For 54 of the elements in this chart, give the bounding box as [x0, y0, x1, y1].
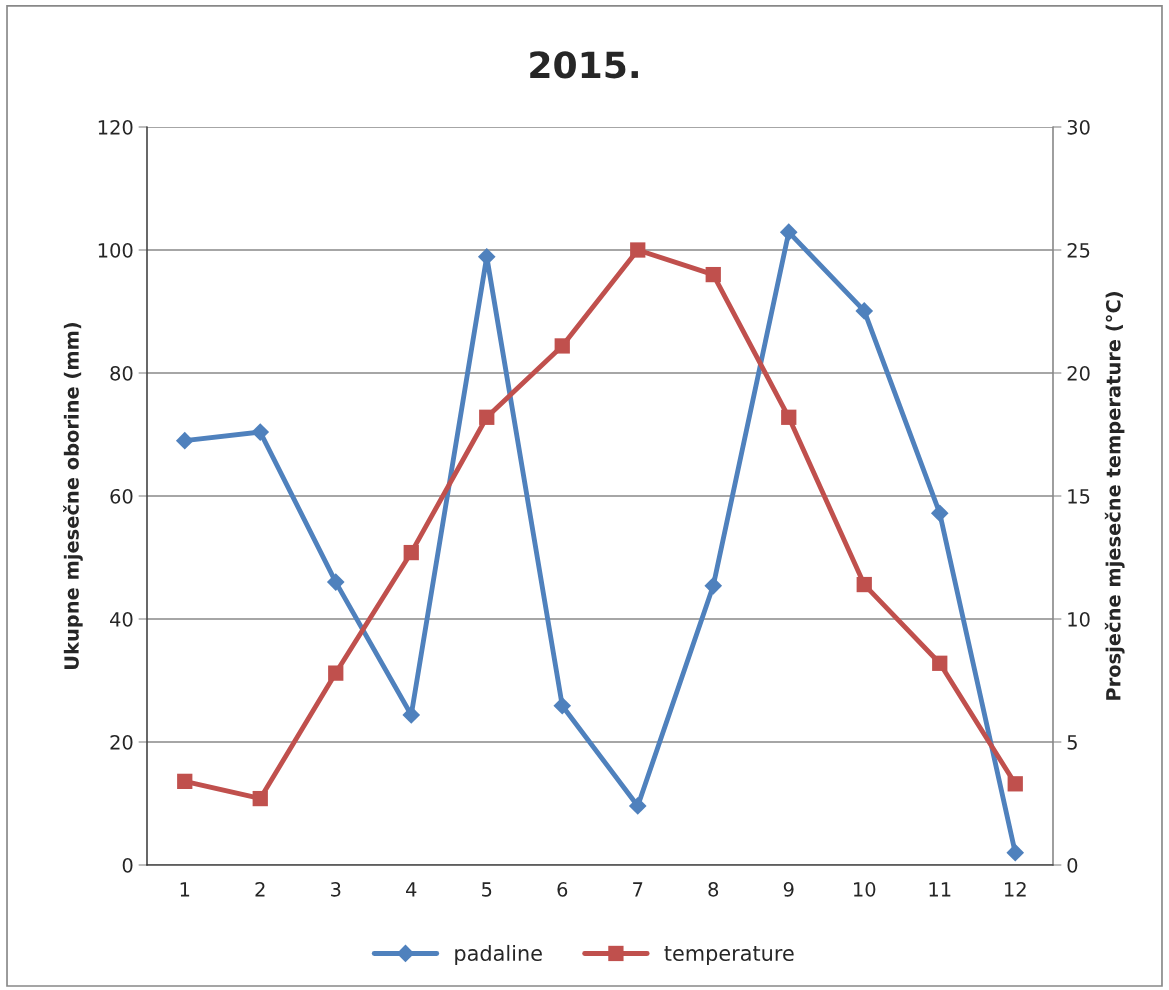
point: [177, 773, 193, 789]
x-tick-label: 1: [180, 882, 190, 897]
x-tick-label: 9: [783, 882, 794, 897]
point: [1007, 776, 1023, 792]
y2-tick-label: 10: [1068, 611, 1090, 627]
point: [628, 797, 647, 815]
point: [930, 504, 949, 523]
y2-tick-label: 20: [1067, 365, 1090, 381]
chart-title: 2015.: [530, 51, 638, 79]
point: [856, 576, 872, 593]
legend-label: padaline: [455, 944, 542, 966]
x-tick-label: 5: [482, 882, 492, 897]
y2-tick-label: 25: [1067, 242, 1090, 258]
point: [1006, 843, 1025, 862]
point: [403, 544, 419, 561]
y-tick-label: 100: [98, 242, 133, 258]
point: [781, 409, 797, 425]
x-tick-label: 2: [255, 882, 265, 897]
point: [855, 302, 874, 320]
point: [704, 576, 723, 595]
point: [328, 665, 344, 681]
y2-tick-label: 30: [1067, 119, 1090, 135]
point: [932, 655, 948, 671]
point: [779, 223, 798, 241]
x-tick-label: 11: [929, 882, 951, 897]
y2-tick-label: 0: [1067, 857, 1078, 873]
point: [705, 266, 721, 283]
x-tick-label: 3: [331, 882, 341, 897]
y-tick-label: 60: [110, 488, 133, 504]
legend-label: temperature: [664, 946, 794, 966]
x-tick-label: 4: [406, 882, 417, 897]
y2-tick-label: 15: [1068, 489, 1090, 504]
point: [554, 338, 570, 354]
point: [252, 790, 268, 807]
x-tick-label: 12: [1005, 882, 1026, 897]
y-axis-title: Ukupne mjesečne oborine (mm): [63, 322, 83, 669]
point: [402, 706, 421, 724]
point: [630, 242, 646, 258]
x-tick-label: 8: [708, 882, 719, 897]
x-tick-label: 6: [557, 882, 568, 897]
point: [479, 409, 495, 425]
point: [553, 696, 572, 715]
point: [326, 573, 345, 591]
y-tick-label: 0: [122, 857, 133, 873]
point: [175, 431, 194, 450]
y-tick-label: 40: [110, 611, 133, 627]
x-tick-label: 10: [854, 882, 876, 897]
point: [251, 423, 270, 441]
y-tick-label: 120: [98, 119, 133, 135]
y-tick-label: 80: [110, 365, 133, 381]
y2-axis-title: Prosječne mjesečne temperature (°C): [1104, 292, 1125, 700]
x-tick-label: 7: [633, 882, 643, 897]
y-tick-label: 20: [110, 734, 133, 750]
y2-tick-label: 5: [1067, 735, 1077, 750]
